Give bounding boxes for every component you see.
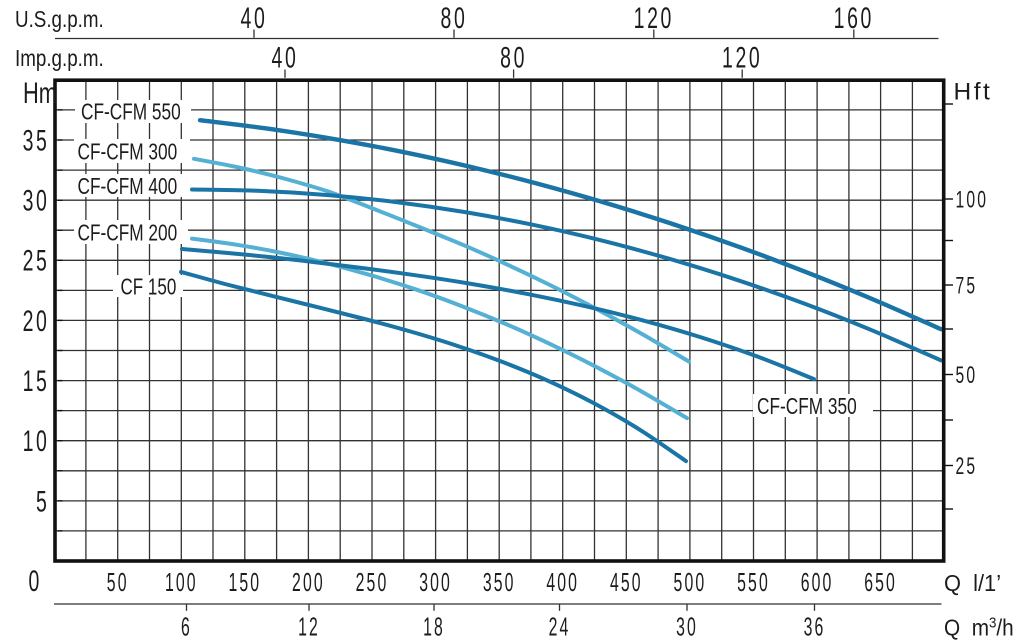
svg-text:Q m3/h: Q m3/h	[944, 614, 1014, 640]
svg-text:CF-CFM 400: CF-CFM 400	[78, 175, 178, 200]
svg-text:30: 30	[23, 185, 50, 218]
svg-text:40: 40	[241, 2, 268, 35]
svg-text:U.S.g.p.m.: U.S.g.p.m.	[15, 6, 104, 33]
svg-text:550: 550	[737, 570, 770, 598]
svg-text:24: 24	[549, 614, 571, 642]
svg-text:100: 100	[165, 570, 198, 598]
svg-text:10: 10	[23, 425, 50, 458]
svg-text:80: 80	[500, 42, 527, 75]
svg-text:450: 450	[610, 570, 643, 598]
svg-text:250: 250	[356, 570, 389, 598]
svg-text:Imp.g.p.m.: Imp.g.p.m.	[15, 45, 104, 72]
svg-text:650: 650	[864, 570, 897, 598]
svg-text:18: 18	[423, 614, 445, 642]
svg-text:CF-CFM 350: CF-CFM 350	[757, 395, 857, 420]
svg-text:50: 50	[107, 570, 129, 598]
svg-text:80: 80	[441, 2, 468, 35]
svg-text:500: 500	[674, 570, 707, 598]
svg-text:600: 600	[801, 570, 834, 598]
svg-text:150: 150	[228, 570, 261, 598]
svg-text:120: 120	[634, 2, 674, 35]
svg-text:Hm: Hm	[23, 78, 57, 110]
svg-text:35: 35	[23, 124, 50, 157]
svg-text:CF-CFM 200: CF-CFM 200	[78, 221, 178, 246]
svg-text:12: 12	[298, 614, 320, 642]
svg-text:CF 150: CF 150	[121, 275, 177, 300]
svg-text:25: 25	[23, 245, 50, 278]
svg-text:75: 75	[956, 272, 978, 299]
svg-text:Q l/1’: Q l/1’	[944, 569, 1001, 596]
svg-text:6: 6	[181, 614, 192, 642]
svg-text:15: 15	[23, 365, 50, 398]
svg-text:25: 25	[956, 453, 978, 480]
svg-text:100: 100	[956, 186, 989, 213]
svg-text:40: 40	[272, 42, 299, 75]
svg-text:200: 200	[292, 570, 325, 598]
svg-text:50: 50	[956, 362, 978, 389]
svg-text:CF-CFM 550: CF-CFM 550	[81, 100, 181, 125]
svg-text:400: 400	[546, 570, 579, 598]
svg-text:CF-CFM 300: CF-CFM 300	[78, 140, 178, 165]
svg-text:160: 160	[834, 2, 874, 35]
svg-text:350: 350	[483, 570, 516, 598]
svg-text:0: 0	[29, 565, 42, 598]
svg-text:36: 36	[804, 614, 826, 642]
svg-text:300: 300	[419, 570, 452, 598]
svg-text:Hft: Hft	[954, 79, 993, 106]
svg-text:120: 120	[722, 42, 762, 75]
svg-text:5: 5	[36, 485, 49, 518]
svg-text:30: 30	[676, 614, 698, 642]
svg-text:20: 20	[23, 305, 50, 338]
